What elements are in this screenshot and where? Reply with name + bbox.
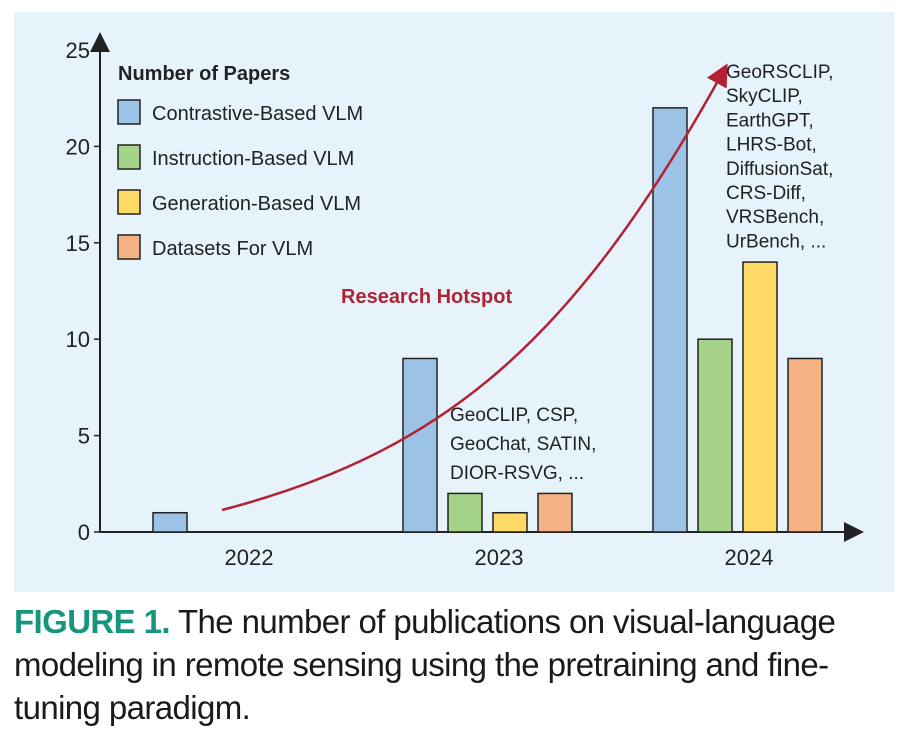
example-label-2023: GeoCLIP, CSP, xyxy=(450,405,578,426)
example-label-2024: UrBench, ... xyxy=(726,231,826,252)
caption-text: The number of publications on visual-lan… xyxy=(14,603,836,726)
example-label-2023: GeoChat, SATIN, xyxy=(450,434,596,455)
legend-swatch xyxy=(117,144,141,170)
caption-label: FIGURE 1. xyxy=(14,603,171,640)
y-tick-label: 0 xyxy=(78,520,90,545)
example-label-2024: CRS-Diff, xyxy=(726,183,806,204)
example-label-2023: DIOR-RSVG, ... xyxy=(450,463,584,484)
y-tick-label: 25 xyxy=(66,38,90,63)
bar-datasets-for-vlm-2023 xyxy=(537,492,573,533)
trend-arrow xyxy=(221,63,728,512)
y-tick-label: 5 xyxy=(78,424,90,449)
trend-label: Research Hotspot xyxy=(341,286,512,308)
bar-contrastive-based-vlm-2023 xyxy=(402,357,438,533)
example-label-2024: VRSBench, xyxy=(726,207,824,228)
x-tick-label: 2024 xyxy=(725,545,774,570)
y-tick-label: 20 xyxy=(66,134,90,159)
bar-instruction-based-vlm-2023 xyxy=(447,492,483,533)
legend-label: Generation-Based VLM xyxy=(152,193,361,215)
bar-generation-based-vlm-2023 xyxy=(492,511,528,533)
legend-label: Instruction-Based VLM xyxy=(152,148,354,170)
legend-swatch xyxy=(117,234,141,260)
legend-title: Number of Papers xyxy=(118,63,290,85)
legend-label: Contrastive-Based VLM xyxy=(152,103,363,125)
example-label-2024: LHRS-Bot, xyxy=(726,135,817,156)
example-label-2024: SkyCLIP, xyxy=(726,86,803,107)
bar-generation-based-vlm-2024 xyxy=(742,261,778,533)
example-label-2024: EarthGPT, xyxy=(726,110,814,131)
example-label-2024: GeoRSCLIP, xyxy=(726,62,833,83)
y-tick-label: 15 xyxy=(66,231,90,256)
bar-chart: 0 5 10 15 20 25 2022 2023 2024 Number of Papers C… xyxy=(66,32,864,570)
y-tick-label: 10 xyxy=(66,327,90,352)
chart-panel: 0 5 10 15 20 25 2022 2023 2024 Number of Papers C… xyxy=(14,12,894,592)
x-tick-label: 2022 xyxy=(225,545,274,570)
bar-instruction-based-vlm-2024 xyxy=(697,338,733,533)
legend-swatch xyxy=(117,189,141,215)
bar-contrastive-based-vlm-2024 xyxy=(652,107,688,533)
x-tick-label: 2023 xyxy=(475,545,524,570)
legend-swatch xyxy=(117,99,141,125)
bar-datasets-for-vlm-2024 xyxy=(787,357,823,533)
bar-contrastive-based-vlm-2022 xyxy=(152,511,188,533)
example-label-2024: DiffusionSat, xyxy=(726,159,833,180)
legend-label: Datasets For VLM xyxy=(152,238,313,260)
figure-caption: FIGURE 1. The number of publications on … xyxy=(14,600,894,729)
